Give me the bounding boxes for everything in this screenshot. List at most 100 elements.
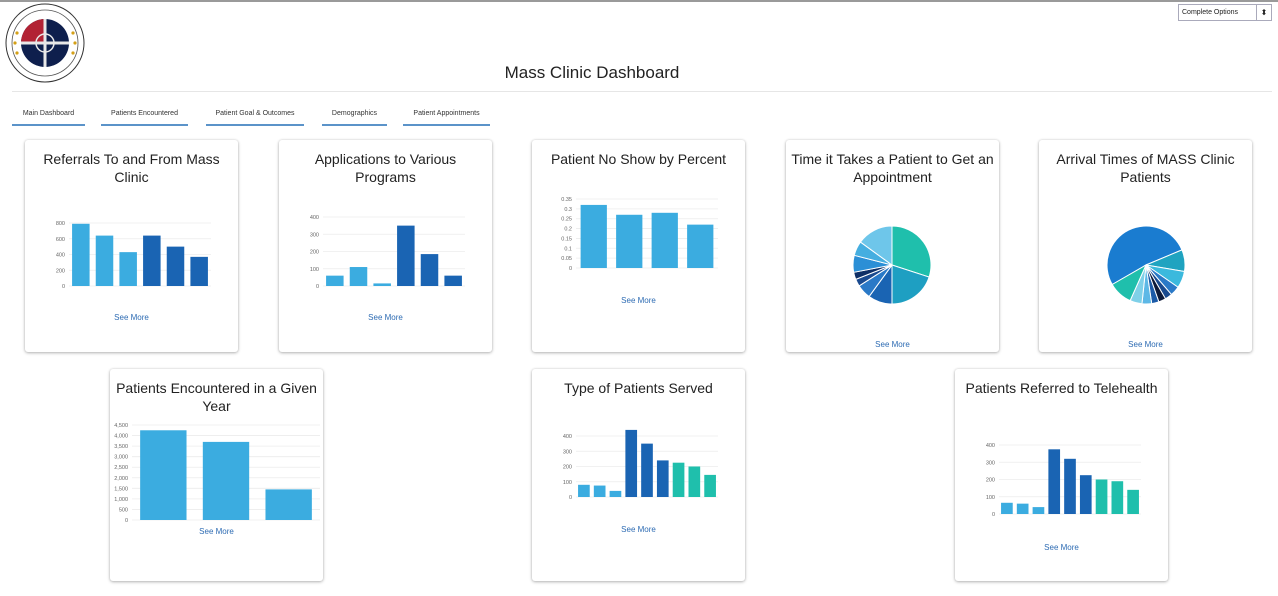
bar (580, 204, 607, 268)
y-tick-label: 400 (563, 434, 572, 440)
y-tick-label: 500 (119, 507, 128, 513)
bar (140, 430, 187, 520)
bar (444, 275, 462, 286)
card-title: Arrival Times of MASS Clinic Patients (1056, 151, 1235, 185)
y-tick-label: 300 (563, 449, 572, 455)
card-telehealth: Patients Referred to Telehealth 400 300 20… (955, 369, 1168, 581)
y-tick-label: 0 (569, 266, 572, 272)
tab-patients-encountered[interactable]: Patients Encountered (101, 110, 188, 126)
bar (143, 235, 161, 286)
tab-patient-appointments[interactable]: Patient Appointments (403, 110, 490, 126)
card-no-show: Patient No Show by Percent 0.35 0.3 0.25 0.… (532, 140, 745, 352)
bar (1001, 502, 1013, 514)
bar (1048, 449, 1061, 514)
tab-demographics[interactable]: Demographics (322, 110, 387, 126)
page-title: Mass Clinic Dashboard (504, 63, 680, 82)
top-border (0, 0, 1278, 2)
bar (656, 460, 669, 497)
card-title: Type of Patients Served (564, 380, 713, 396)
card-title: Patients Referred to Telehealth (965, 380, 1158, 396)
card-title: Applications to Various Programs (314, 151, 457, 185)
card-title: Patient No Show by Percent (550, 151, 727, 167)
bar (616, 214, 643, 268)
header-divider (12, 91, 1272, 92)
card-title: Time it Takes a Patient to Get an Appoin… (791, 151, 994, 185)
y-tick-label: 200 (56, 268, 65, 274)
bar (1064, 458, 1076, 514)
pie-slice (859, 225, 893, 266)
see-more-link[interactable]: See More (621, 296, 656, 305)
y-tick-label: 200 (310, 250, 319, 256)
bar (166, 246, 185, 286)
y-tick-label: 0 (569, 495, 572, 501)
bar (72, 223, 90, 286)
y-tick-label: 100 (310, 267, 319, 273)
see-more-link[interactable]: See More (1128, 340, 1163, 349)
no-show-bar-chart: 0.35 0.3 0.25 0.2 0.15 0.1 0.05 0 (561, 197, 718, 272)
see-more-link[interactable]: See More (114, 313, 149, 322)
options-select-value: Complete Options (1182, 9, 1239, 16)
y-tick-label: 0.2 (564, 227, 572, 233)
bar (672, 462, 685, 497)
see-more-link[interactable]: See More (1044, 543, 1079, 552)
bar (1032, 507, 1045, 514)
bar (202, 441, 250, 520)
y-tick-label: 100 (986, 495, 995, 501)
y-tick-label: 800 (56, 221, 65, 227)
pie-slice (1106, 225, 1183, 286)
bar (95, 235, 114, 286)
tab-main-dashboard[interactable]: Main Dashboard (12, 110, 85, 126)
y-tick-label: 600 (56, 237, 65, 243)
bar (326, 275, 344, 286)
bar (190, 256, 208, 286)
card-patient-types: Type of Patients Served 400 300 200 100 0 Se… (532, 369, 745, 581)
bar (651, 212, 678, 268)
applications-bar-chart: 400 300 200 100 0 (310, 215, 465, 290)
y-tick-label: 3,500 (114, 444, 128, 450)
y-tick-label: 0.05 (561, 256, 572, 262)
bar (373, 283, 391, 286)
see-more-link[interactable]: See More (621, 525, 656, 534)
y-tick-label: 0 (316, 284, 319, 290)
bar (1127, 489, 1139, 514)
card-patients-encountered: Patients Encountered in a Given Year 4,5… (110, 369, 323, 581)
y-tick-label: 0.1 (564, 246, 572, 252)
y-tick-label: 0 (125, 518, 128, 524)
bar (641, 443, 653, 497)
y-tick-label: 0.15 (561, 236, 572, 242)
organization-logo (5, 3, 85, 83)
y-tick-label: 100 (563, 480, 572, 486)
y-tick-label: 4,500 (114, 423, 128, 429)
pie-slice (891, 264, 930, 305)
y-tick-label: 300 (310, 232, 319, 238)
select-arrow-icon: ⬍ (1256, 5, 1271, 20)
pie-slice (891, 225, 932, 278)
bar (349, 267, 368, 286)
referrals-bar-chart: 800 600 400 200 0 (56, 221, 211, 290)
bar (578, 484, 590, 497)
card-applications: Applications to Various Programs 400 300 2… (279, 140, 492, 352)
arrival-times-pie-chart (1106, 225, 1186, 305)
card-referrals: Referrals To and From Mass Clinic 800 600… (25, 140, 238, 352)
card-title: Patients Encountered in a Given Year (116, 380, 317, 414)
y-tick-label: 1,500 (114, 486, 128, 492)
bar (687, 224, 714, 268)
y-tick-label: 400 (986, 443, 995, 449)
patients-encountered-bar-chart: 4,500 4,000 3,500 3,000 2,500 2,000 1,500 1,000… (114, 423, 320, 524)
tab-patient-goal-outcomes[interactable]: Patient Goal & Outcomes (206, 110, 304, 126)
pie-slice (1111, 263, 1148, 302)
bar (704, 474, 716, 497)
card-appointment-time: Time it Takes a Patient to Get an Appoin… (786, 140, 999, 352)
see-more-link[interactable]: See More (199, 527, 234, 536)
bar (1079, 475, 1092, 514)
y-tick-label: 3,000 (114, 455, 128, 461)
bar (265, 489, 312, 520)
see-more-link[interactable]: See More (368, 313, 403, 322)
y-tick-label: 0 (62, 284, 65, 290)
y-tick-label: 4,000 (114, 434, 128, 440)
bar (625, 429, 638, 497)
bar (1111, 481, 1124, 514)
card-arrival-times: Arrival Times of MASS Clinic Patients Se… (1039, 140, 1252, 352)
options-select[interactable]: Complete Options ⬍ (1178, 4, 1272, 21)
see-more-link[interactable]: See More (875, 340, 910, 349)
